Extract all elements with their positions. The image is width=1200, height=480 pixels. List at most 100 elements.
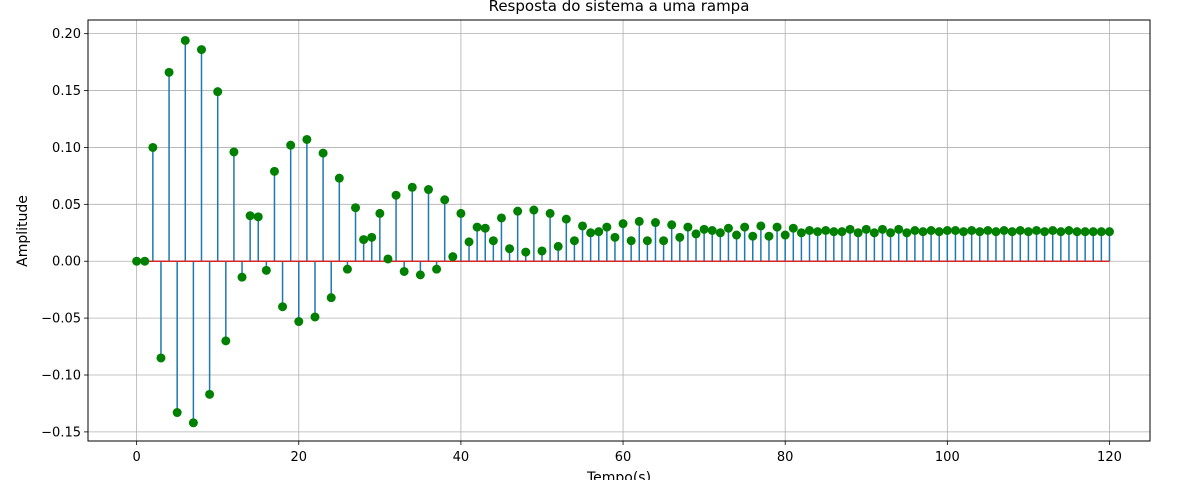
- stem-marker: [205, 389, 215, 399]
- x-tick-label: 100: [935, 450, 960, 465]
- stem-lines: [152, 40, 1111, 423]
- y-tick-label: 0.15: [52, 84, 81, 99]
- stem-marker: [805, 226, 815, 235]
- stem-marker: [326, 293, 336, 303]
- stem-marker: [1048, 226, 1058, 235]
- stem-marker: [221, 336, 231, 346]
- stem-marker: [715, 228, 725, 238]
- stem-marker: [1007, 227, 1017, 237]
- stem-marker: [553, 241, 563, 251]
- stem-marker: [918, 227, 928, 237]
- stem-marker: [594, 227, 604, 237]
- stem-marker: [626, 236, 636, 246]
- stem-marker: [537, 246, 547, 256]
- stem-marker: [529, 205, 539, 215]
- x-tick-label: 120: [1097, 450, 1122, 465]
- y-tick-label: 0.10: [52, 141, 81, 156]
- stem-marker: [342, 264, 352, 274]
- x-tick-label: 60: [615, 450, 632, 465]
- stem-marker: [821, 226, 831, 235]
- stem-marker: [853, 228, 863, 238]
- stem-marker: [245, 211, 255, 221]
- stem-marker: [910, 226, 920, 235]
- stem-marker: [1040, 227, 1050, 237]
- stem-marker: [610, 232, 620, 242]
- stem-marker: [148, 142, 158, 152]
- stem-marker: [732, 230, 742, 240]
- stem-marker: [756, 221, 766, 231]
- stem-marker: [999, 226, 1009, 235]
- stem-marker: [196, 45, 206, 55]
- stem-marker: [496, 213, 506, 223]
- stem-marker: [334, 173, 344, 183]
- chart-title: Resposta do sistema a uma rampa: [489, 0, 750, 15]
- y-tick-label: 0.00: [52, 255, 81, 270]
- stem-marker: [472, 222, 482, 232]
- stem-marker: [991, 227, 1001, 237]
- stem-marker: [683, 222, 693, 232]
- stem-marker: [415, 270, 425, 280]
- stem-marker: [286, 140, 296, 150]
- stem-marker: [675, 232, 685, 242]
- stem-marker: [513, 206, 523, 216]
- y-tick-label: −0.10: [41, 369, 81, 384]
- stem-marker: [367, 232, 377, 242]
- stem-marker: [902, 228, 912, 238]
- stem-marker: [699, 224, 709, 234]
- stem-marker: [456, 208, 466, 218]
- plot-frame: [87, 19, 1151, 442]
- stem-marker: [1096, 227, 1106, 237]
- stem-marker: [237, 272, 247, 282]
- stem-marker: [1088, 227, 1098, 237]
- stem-marker: [545, 208, 555, 218]
- x-tick-label: 20: [291, 450, 308, 465]
- stem-marker: [950, 226, 960, 235]
- stem-marker: [796, 228, 806, 238]
- stem-marker: [375, 208, 385, 218]
- stem-marker: [253, 212, 263, 222]
- stem-marker: [748, 231, 758, 241]
- stem-marker: [764, 231, 774, 241]
- stem-marker: [1064, 226, 1074, 235]
- stem-marker: [505, 244, 515, 254]
- stem-marker: [642, 236, 652, 246]
- stem-marker: [707, 226, 717, 235]
- stem-marker: [359, 235, 369, 245]
- stem-marker: [1104, 227, 1114, 237]
- stem-marker: [132, 256, 142, 266]
- stem-marker: [845, 224, 855, 234]
- stem-marker: [926, 226, 936, 235]
- stem-marker: [261, 265, 271, 275]
- stem-marker: [772, 222, 782, 232]
- stem-marker: [861, 224, 871, 234]
- stem-marker: [959, 227, 969, 237]
- stem-marker: [1072, 227, 1082, 237]
- stem-marker: [318, 148, 328, 158]
- stem-marker: [650, 218, 660, 228]
- stem-marker: [813, 227, 823, 237]
- x-tick-label: 80: [777, 450, 794, 465]
- y-tick-label: 0.05: [52, 198, 81, 213]
- stem-marker: [488, 236, 498, 246]
- stem-marker: [561, 214, 571, 224]
- stem-marker: [391, 190, 401, 200]
- stem-marker: [278, 302, 288, 312]
- stem-marker: [172, 408, 182, 418]
- stem-marker: [423, 185, 433, 195]
- stem-marker: [659, 236, 669, 246]
- stem-marker: [934, 227, 944, 237]
- y-tick-label: −0.15: [41, 425, 81, 440]
- stem-marker: [869, 228, 879, 238]
- stem-marker: [399, 266, 409, 276]
- stem-marker: [180, 35, 190, 45]
- stem-marker: [602, 222, 612, 232]
- stem-marker: [894, 224, 904, 234]
- stem-marker: [156, 353, 166, 363]
- stem-marker: [1032, 226, 1042, 235]
- stem-marker: [269, 166, 279, 176]
- stem-marker: [464, 237, 474, 247]
- axis-ticks: 0 20 40 60 80 100 120 −0.15 −0.10 −0.05 0.00 0.05 0.…: [41, 27, 1122, 465]
- stem-marker: [310, 312, 320, 322]
- stem-marker: [440, 195, 450, 205]
